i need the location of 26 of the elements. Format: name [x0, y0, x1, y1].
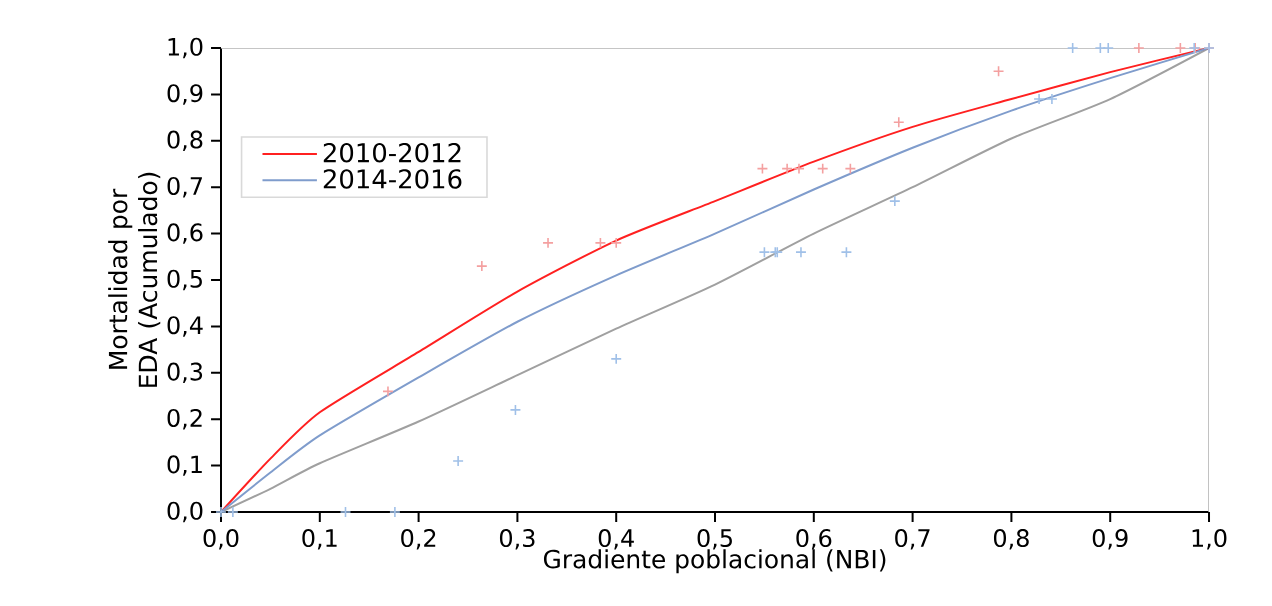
y-tick-label: 0,8: [167, 130, 203, 152]
x-tick-label: 0,3: [499, 529, 535, 550]
y-tick-label: 0,5: [167, 269, 202, 291]
x-tick-label: 0,8: [993, 529, 1029, 550]
x-tick-label: 1,0: [1192, 529, 1227, 550]
y-tick-label: 0,4: [167, 316, 203, 337]
legend-label: 2010-2012: [323, 142, 461, 163]
x-tick-label: 0,1: [302, 529, 337, 550]
legend-label: 2014-2016: [323, 169, 462, 189]
y-tick-label: 0,9: [167, 84, 203, 105]
y-tick-label: 1,0: [168, 37, 203, 59]
y-axis-title: Mortalidad por EDA (Acumulado): [108, 172, 161, 387]
y-tick-label: 0,1: [167, 455, 202, 476]
x-tick-label: 0,0: [203, 529, 239, 550]
x-tick-label: 0,9: [1092, 529, 1128, 550]
x-tick-label: 0,4: [598, 529, 634, 550]
x-tick-label: 0,7: [895, 529, 930, 550]
y-tick-label: 0,0: [167, 501, 203, 523]
y-tick-label: 0,3: [167, 362, 203, 384]
y-tick-label: 0,7: [167, 176, 202, 198]
y-tick-label: 0,2: [167, 408, 202, 430]
x-tick-label: 0,5: [697, 529, 732, 550]
x-axis-title: Gradiente poblacional (NBI): [543, 549, 886, 574]
x-tick-label: 0,2: [401, 529, 436, 550]
y-tick-label: 0,6: [167, 223, 203, 244]
x-tick-label: 0,6: [796, 529, 832, 550]
